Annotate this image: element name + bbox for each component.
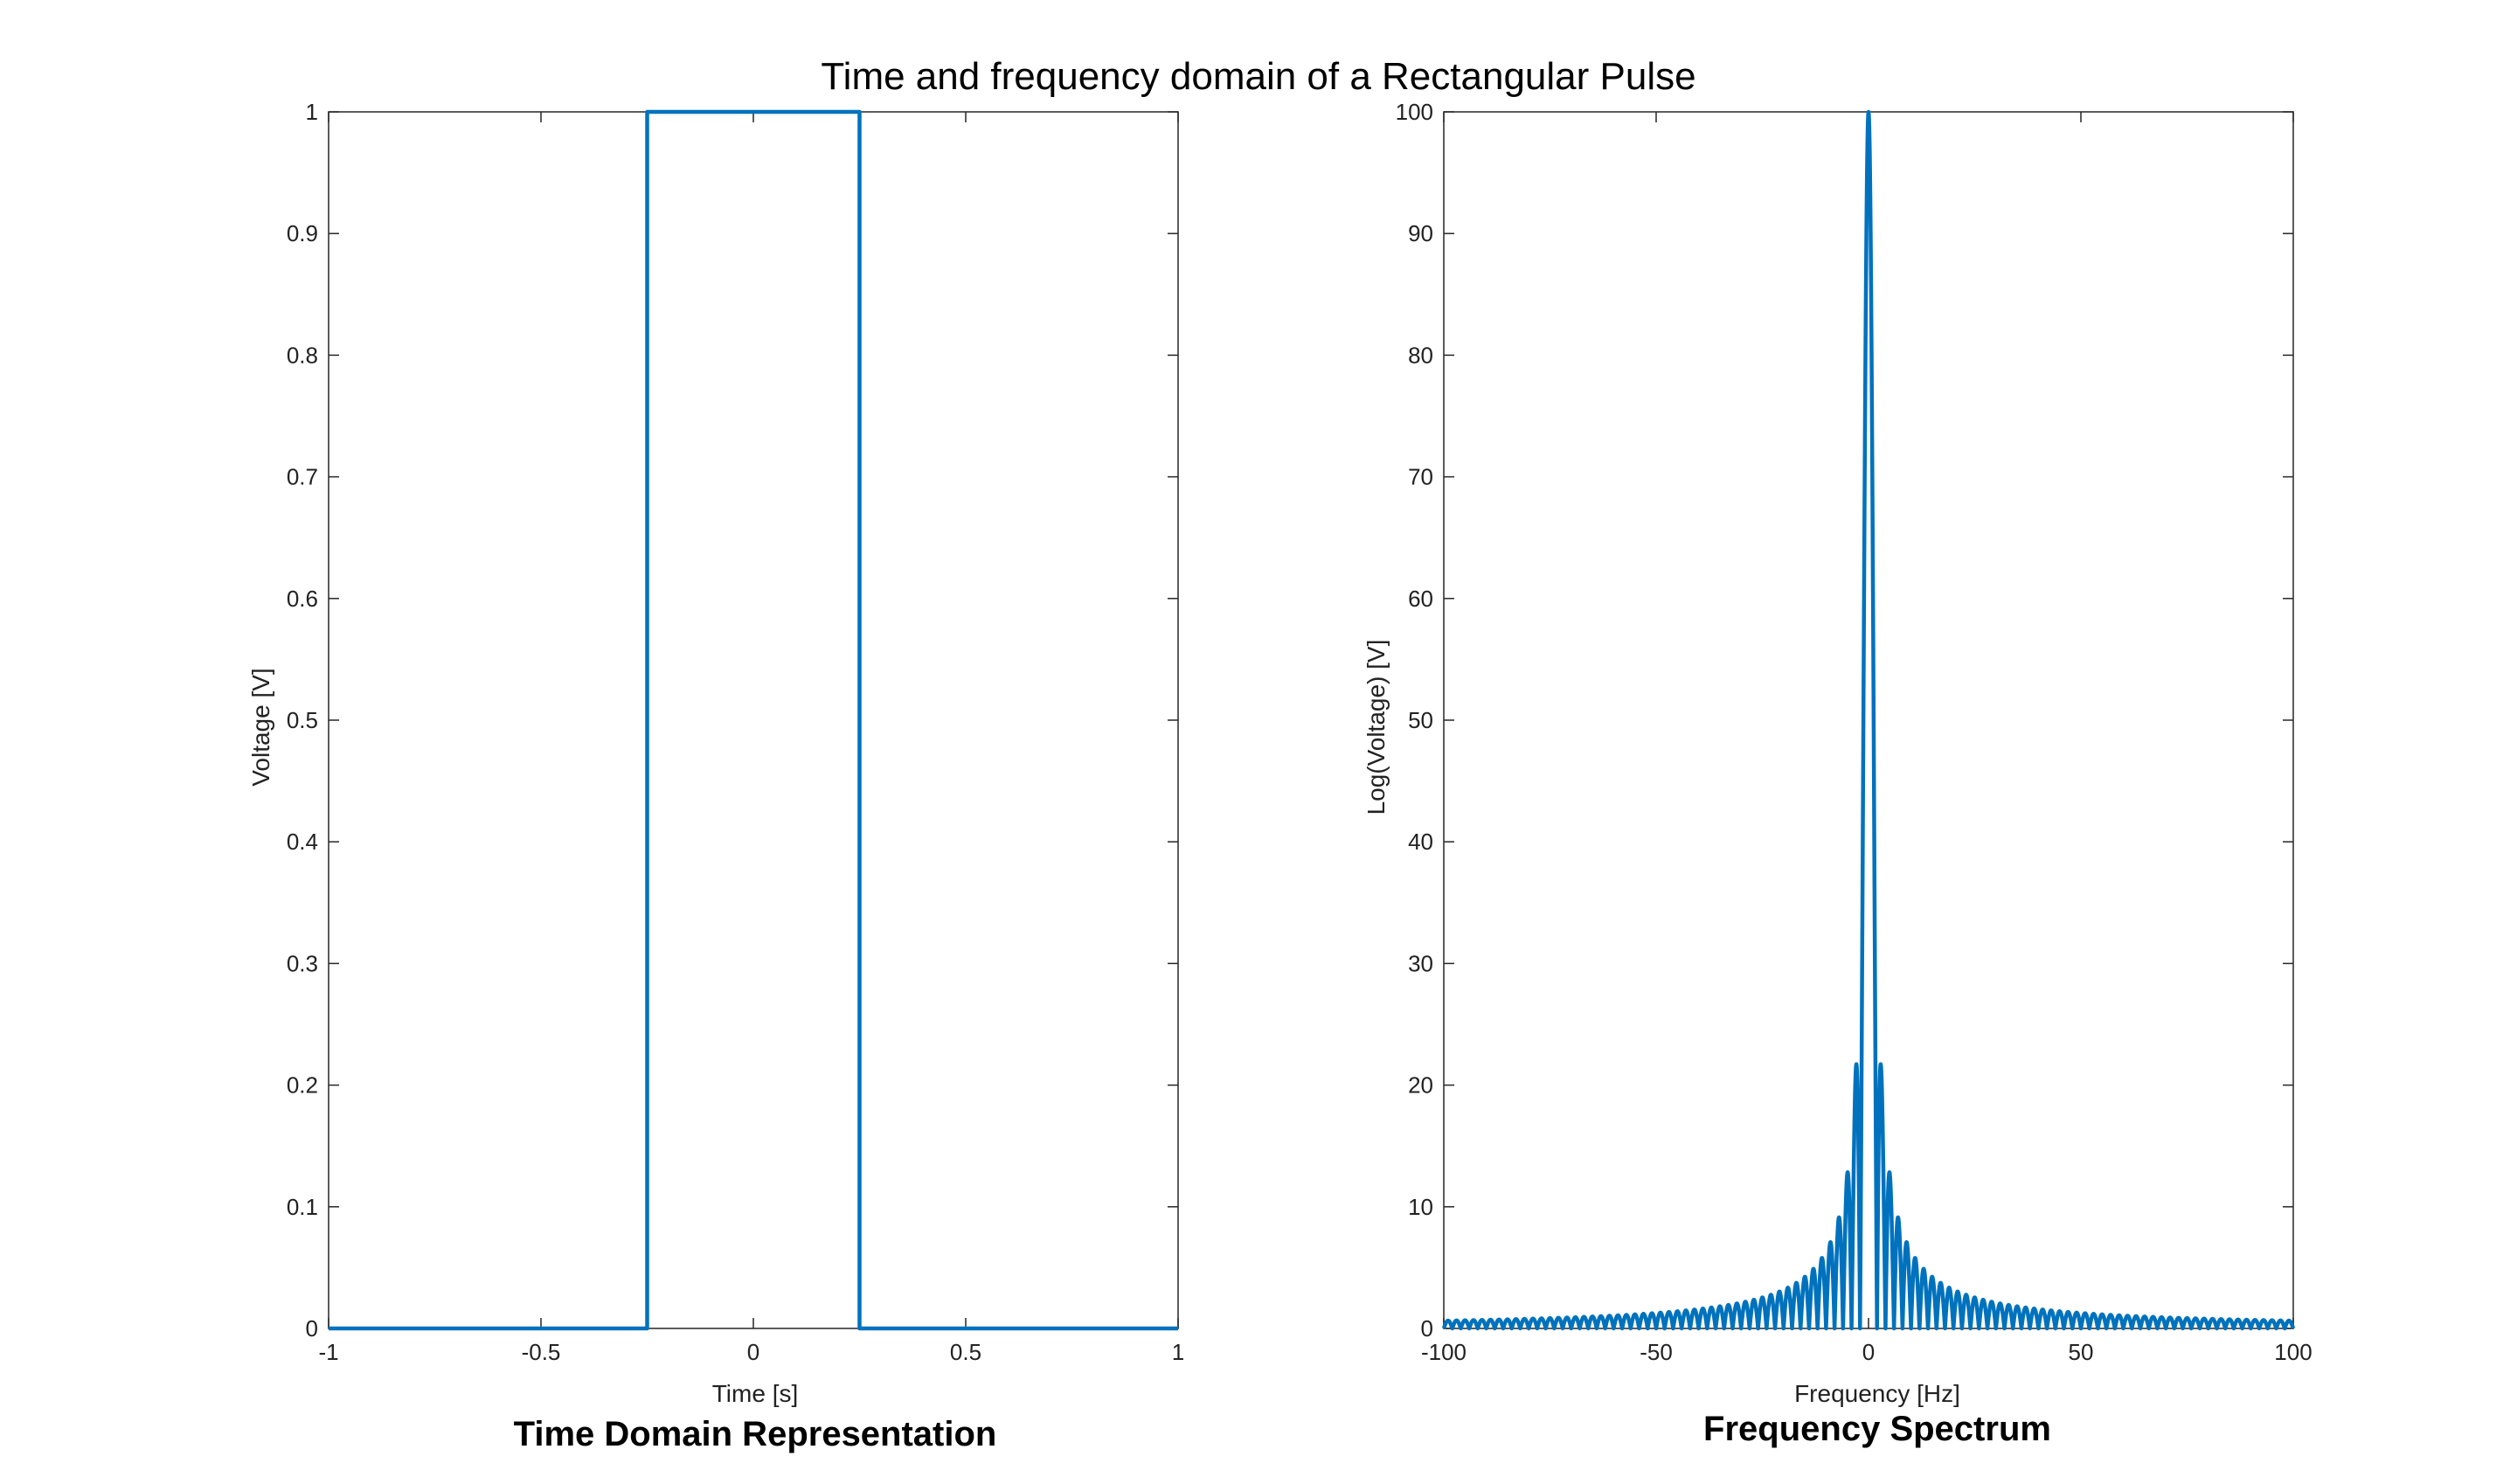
- time-domain-ytick-label: 0.3: [287, 950, 318, 976]
- frequency-spectrum-ytick-label: 40: [1408, 829, 1433, 855]
- time-domain-xtick-label: 0.5: [950, 1339, 981, 1365]
- time-domain-xtick-label: 0: [747, 1339, 759, 1365]
- time-domain-xtick-label: -0.5: [522, 1339, 561, 1365]
- frequency-spectrum-ytick-label: 20: [1408, 1072, 1433, 1099]
- time-domain-ytick-label: 0.9: [287, 220, 318, 246]
- frequency-spectrum-ytick-label: 80: [1408, 342, 1433, 368]
- time-domain-xtick-label: -1: [318, 1339, 338, 1365]
- frequency-spectrum-xtick-label: -50: [1640, 1339, 1673, 1365]
- time-domain-ytick-label: 0.6: [287, 586, 318, 612]
- frequency-spectrum-ytick-label: 30: [1408, 950, 1433, 976]
- figure-title: Time and frequency domain of a Rectangul…: [821, 55, 1695, 98]
- time-domain-xlabel: Time [s]: [712, 1380, 799, 1407]
- time-domain-plot: Voltage [V] Time [s] Time Domain Represe…: [247, 99, 1184, 1453]
- frequency-spectrum-ytick-label: 90: [1408, 220, 1433, 246]
- time-domain-title: Time Domain Representation: [514, 1415, 997, 1453]
- frequency-spectrum-title: Frequency Spectrum: [1703, 1410, 2051, 1448]
- time-domain-axes-frame: [328, 111, 1179, 1329]
- frequency-spectrum-xtick-label: 0: [1862, 1339, 1875, 1365]
- time-domain-ylabel: Voltage [V]: [247, 668, 274, 786]
- frequency-spectrum-xtick-label: -100: [1421, 1339, 1467, 1365]
- frequency-spectrum-xtick-label: 50: [2069, 1339, 2094, 1365]
- time-domain-ytick-label: 0.7: [287, 464, 318, 490]
- time-domain-ytick-label: 0.2: [287, 1072, 318, 1099]
- frequency-spectrum-plot: Log(Voltage) [V] Frequency [Hz] Frequenc…: [1363, 99, 2312, 1448]
- frequency-spectrum-ytick-label: 10: [1408, 1194, 1433, 1220]
- time-domain-xtick-label: 1: [1172, 1339, 1184, 1365]
- time-domain-ytick-label: 0.1: [287, 1194, 318, 1220]
- time-domain-series-line: [329, 109, 1178, 1331]
- frequency-spectrum-ytick-label: 100: [1396, 99, 1433, 125]
- time-domain-ytick-label: 1: [306, 99, 318, 125]
- frequency-spectrum-axes-frame: [1443, 111, 2294, 1329]
- frequency-spectrum-ylabel: Log(Voltage) [V]: [1363, 640, 1390, 815]
- time-domain-ytick-label: 0.5: [287, 707, 318, 733]
- time-domain-ytick-label: 0.4: [287, 829, 318, 855]
- time-domain-ytick-label: 0.8: [287, 342, 318, 368]
- time-domain-ytick-label: 0: [306, 1315, 318, 1342]
- frequency-spectrum-ytick-label: 60: [1408, 586, 1433, 612]
- frequency-spectrum-series-line: [1441, 109, 2296, 1331]
- frequency-spectrum-xtick-label: 100: [2274, 1339, 2312, 1365]
- frequency-spectrum-xlabel: Frequency [Hz]: [1794, 1380, 1960, 1407]
- frequency-spectrum-ytick-label: 0: [1421, 1315, 1433, 1342]
- frequency-spectrum-ytick-label: 50: [1408, 707, 1433, 733]
- frequency-spectrum-ytick-label: 70: [1408, 464, 1433, 490]
